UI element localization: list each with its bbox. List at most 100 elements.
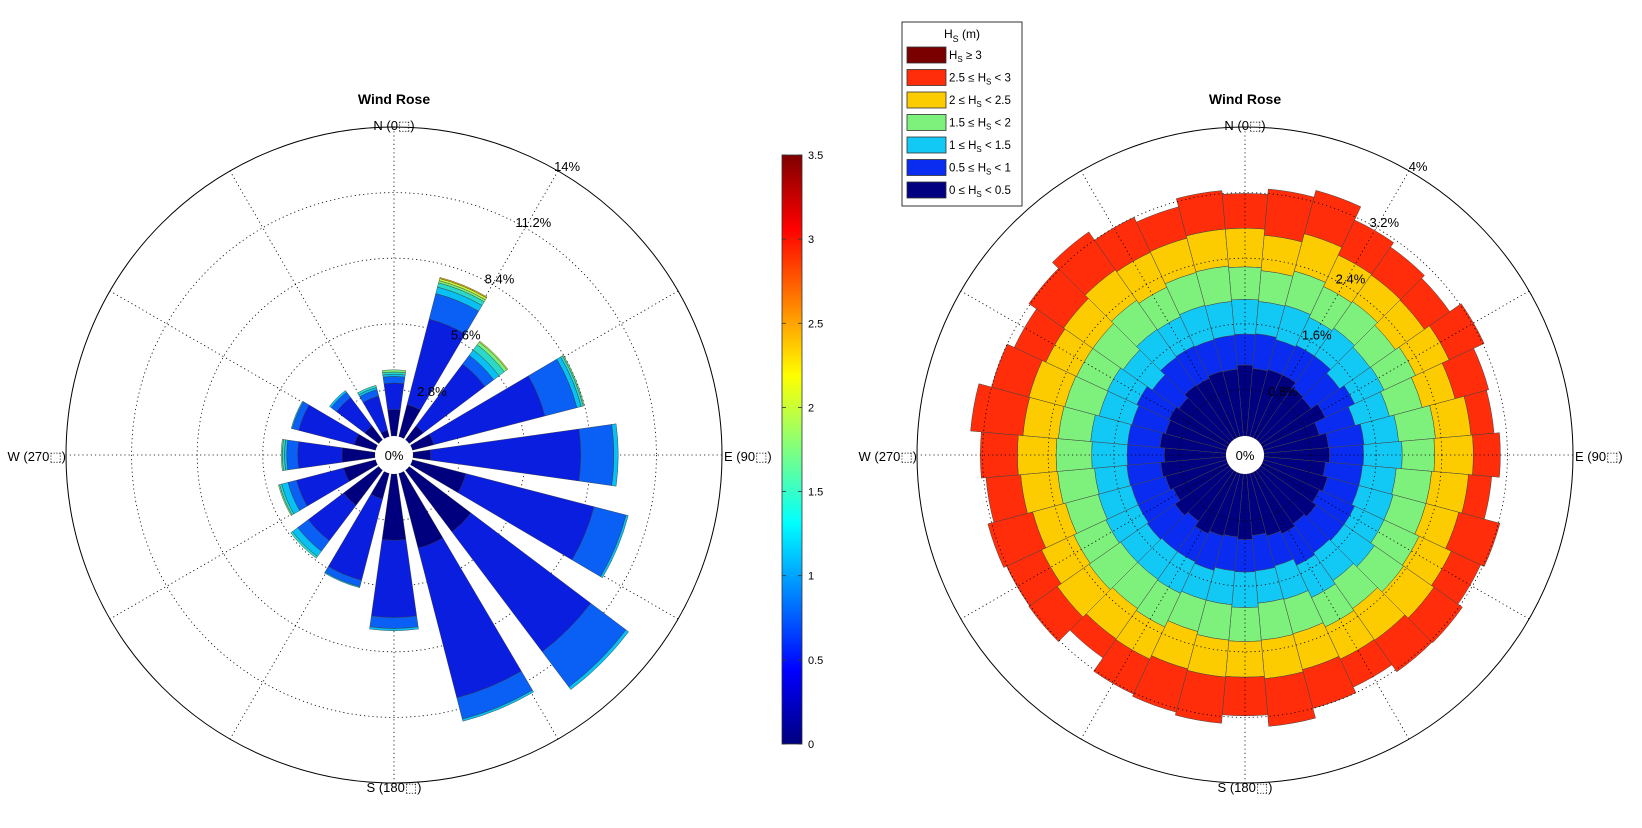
rose-bar-segment xyxy=(578,424,614,486)
direction-label-east: E (90⬚) xyxy=(724,449,772,464)
radial-tick-label: 8.4% xyxy=(485,272,515,287)
radial-tick-label: 2.4% xyxy=(1336,272,1366,287)
direction-label-west: W (270⬚) xyxy=(858,449,917,464)
rose-bar-segment xyxy=(600,514,629,579)
radial-tick-labels: 2.8% 5.6% 8.4% 11.2% 14% xyxy=(417,159,580,399)
rose-bar-segment xyxy=(439,277,488,299)
rose-bar-segment xyxy=(1028,586,1084,642)
rose-bar-segment xyxy=(297,441,343,469)
rose-bar-segment xyxy=(290,531,318,559)
rose-bars xyxy=(278,277,629,722)
rose-bar-segment xyxy=(278,484,293,516)
colorbar-tick-label: 0 xyxy=(808,739,814,751)
colorbar-tick-label: 3.5 xyxy=(808,150,823,162)
rose-bar-segment xyxy=(1264,671,1316,727)
radial-tick-label: 2.8% xyxy=(417,384,447,399)
legend-title: HS (m) xyxy=(944,27,980,44)
legend-entry-label: 2 ≤ HS < 2.5 xyxy=(949,95,1011,109)
rose-bar-segment xyxy=(1441,348,1490,400)
rose-bar-segment xyxy=(1126,444,1165,466)
rose-bar-segment xyxy=(387,409,401,437)
rose-bar-segment xyxy=(341,447,376,463)
colorbar-tick-label: 1.5 xyxy=(808,487,823,499)
legend-entry-label: 0.5 ≤ HS < 1 xyxy=(949,163,1011,177)
rose-bar-segment xyxy=(1091,441,1128,469)
legend-entry-label: 2.5 ≤ HS < 3 xyxy=(949,73,1011,87)
legend: HS (m) HS ≥ 3 2.5 ≤ HS < 3 2 ≤ HS < 2.5 1.5… xyxy=(901,21,1023,207)
radial-tick-label: 4% xyxy=(1409,159,1428,174)
center-hole xyxy=(375,436,413,474)
direction-label-south: S (180⬚) xyxy=(367,780,422,795)
colorbar: 0 0.5 1 1.5 2 2.5 3 3.5 xyxy=(781,150,823,751)
rose-bar-segment xyxy=(383,382,405,411)
rose-bar-segment xyxy=(371,539,417,618)
direction-label-north: N (0⬚) xyxy=(1224,118,1265,133)
legend-entry-label: 0 ≤ HS < 0.5 xyxy=(949,185,1011,199)
rose-bar-segment xyxy=(290,400,304,429)
colorbar-tick-label: 2.5 xyxy=(808,318,823,330)
chart-title: Wind Rose xyxy=(1209,91,1281,107)
colorbar-gradient xyxy=(781,154,803,745)
legend-swatch xyxy=(906,114,947,131)
legend-entry-label: HS ≥ 3 xyxy=(949,50,982,64)
colorbar-tick-label: 1 xyxy=(808,571,814,583)
ring-gridline xyxy=(1113,323,1377,587)
rose-bar-segment xyxy=(1445,511,1501,567)
colorbar-tick-label: 3 xyxy=(808,234,814,246)
rose-bar-segment xyxy=(1370,246,1425,300)
rose-bar-segment xyxy=(991,343,1043,398)
legend-swatch xyxy=(906,69,947,86)
legend-swatch xyxy=(906,91,947,109)
legend-swatch xyxy=(906,159,947,176)
ring-gridline xyxy=(982,192,1508,718)
legend-swatch xyxy=(906,181,947,199)
radial-tick-label: 0.8% xyxy=(1268,384,1298,399)
colorbar-tick-label: 2 xyxy=(808,402,814,414)
center-hole xyxy=(1226,436,1264,474)
legend-entry-label: 1 ≤ HS < 1.5 xyxy=(949,140,1011,154)
colorbar-ticks: 0 0.5 1 1.5 2 2.5 3 3.5 xyxy=(782,150,823,751)
chart-title: Wind Rose xyxy=(358,91,430,107)
radial-tick-label: 3.2% xyxy=(1369,215,1399,230)
colorbar-tick-label: 0.5 xyxy=(808,655,823,667)
rose-bar-segment xyxy=(381,369,407,374)
rose-bar-segment xyxy=(562,354,585,407)
rose-bar-segment xyxy=(329,390,347,408)
rose-bar-segment xyxy=(1429,303,1485,361)
direction-label-south: S (180⬚) xyxy=(1218,780,1273,795)
wind-rose-right: Wind Rose 0.8% 1.6% 2.4% 3.2% 4% 0% N (0⬚) E… xyxy=(858,91,1622,795)
rose-bar-segment xyxy=(478,340,509,371)
rose-bar-segment xyxy=(1303,190,1362,248)
direction-label-west: W (270⬚) xyxy=(7,449,66,464)
rose-bar-segment xyxy=(1228,606,1262,642)
rose-bar-segment xyxy=(382,376,406,384)
rose-bar-segment xyxy=(1472,432,1501,478)
rose-bar-segment xyxy=(369,615,419,629)
rose-bar-segment xyxy=(1174,670,1226,724)
radial-tick-label: 14% xyxy=(554,159,580,174)
rose-bar-segment xyxy=(1225,640,1265,678)
ring-gridline xyxy=(131,192,657,718)
rose-bar-segment xyxy=(1093,639,1151,695)
rose-bar-segment xyxy=(1175,190,1226,237)
rose-bar-segment xyxy=(1374,614,1433,673)
rose-bar-segment xyxy=(324,571,361,588)
rose-bar-segment xyxy=(611,423,619,487)
rose-bar-segment xyxy=(357,385,377,396)
legend-entries: HS ≥ 3 2.5 ≤ HS < 3 2 ≤ HS < 2.5 1.5 ≤ HS <… xyxy=(906,46,1011,199)
radial-tick-label: 11.2% xyxy=(515,215,551,230)
rose-bar-segment xyxy=(980,431,1019,479)
legend-swatch xyxy=(906,136,947,154)
rose-bar-segment xyxy=(369,626,419,631)
rose-bar-segment xyxy=(568,629,629,690)
radial-tick-labels: 0.8% 1.6% 2.4% 3.2% 4% xyxy=(1268,159,1428,399)
ring-gridline xyxy=(1179,388,1312,521)
rose-bar-segment xyxy=(1055,438,1093,472)
center-label: 0% xyxy=(1236,448,1255,463)
rose-bar-segment xyxy=(1407,586,1463,644)
rose-bar-segment xyxy=(462,689,534,722)
radial-tick-label: 1.6% xyxy=(1302,328,1332,343)
direction-label-north: N (0⬚) xyxy=(373,118,414,133)
radial-tick-label: 5.6% xyxy=(451,328,481,343)
